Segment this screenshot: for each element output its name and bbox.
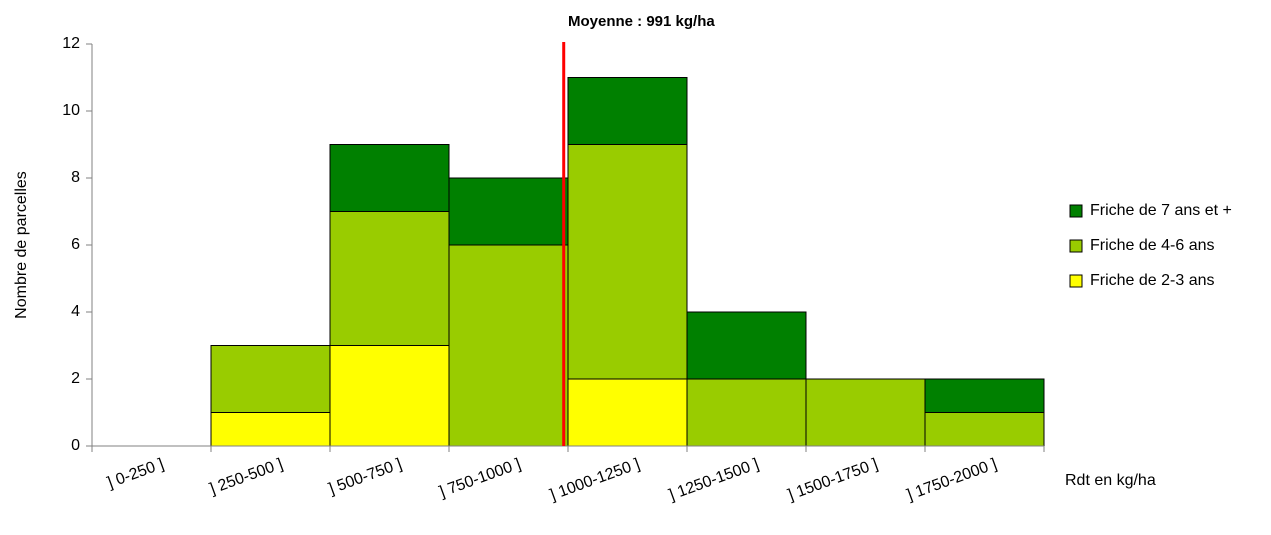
bar [210, 345, 331, 413]
bar [329, 144, 450, 212]
mean-label: Moyenne : 991 kg/ha [568, 13, 715, 30]
bar [210, 412, 331, 447]
x-axis-label: Rdt en kg/ha [1065, 472, 1156, 489]
y-tick-label: 10 [62, 102, 80, 119]
bar [567, 378, 688, 447]
x-tick-label: ] 1750-2000 ] [905, 456, 999, 504]
y-axis-label: Nombre de parcelles [13, 171, 30, 319]
y-tick-label: 12 [62, 35, 80, 52]
legend-swatch [1069, 274, 1083, 288]
x-tick-label: ] 250-500 ] [208, 456, 286, 498]
legend-label: Friche de 7 ans et + [1090, 202, 1232, 219]
bar [567, 77, 688, 145]
bar [924, 378, 1045, 413]
bar [805, 378, 926, 447]
legend-swatch [1069, 239, 1083, 253]
legend-label: Friche de 4-6 ans [1090, 237, 1215, 254]
bar [448, 244, 569, 447]
x-tick-label: ] 1250-1500 ] [667, 456, 761, 504]
y-tick-label: 6 [71, 236, 80, 253]
bar [924, 412, 1045, 447]
y-tick-label: 8 [71, 169, 80, 186]
x-tick-label: ] 1500-1750 ] [786, 456, 880, 504]
bar [329, 345, 450, 447]
y-tick-label: 0 [71, 437, 80, 454]
bar [686, 311, 807, 380]
bar [567, 144, 688, 380]
legend-label: Friche de 2-3 ans [1090, 272, 1215, 289]
bar [448, 177, 569, 246]
x-tick-label: ] 0-250 ] [105, 456, 166, 492]
x-tick-label: ] 1000-1250 ] [548, 456, 642, 504]
bar [329, 211, 450, 346]
legend-swatch [1069, 204, 1083, 218]
y-tick-label: 2 [71, 370, 80, 387]
y-tick-label: 4 [71, 303, 80, 320]
bar [686, 378, 807, 447]
x-tick-label: ] 500-750 ] [327, 456, 405, 498]
x-tick-label: ] 750-1000 ] [437, 456, 523, 501]
